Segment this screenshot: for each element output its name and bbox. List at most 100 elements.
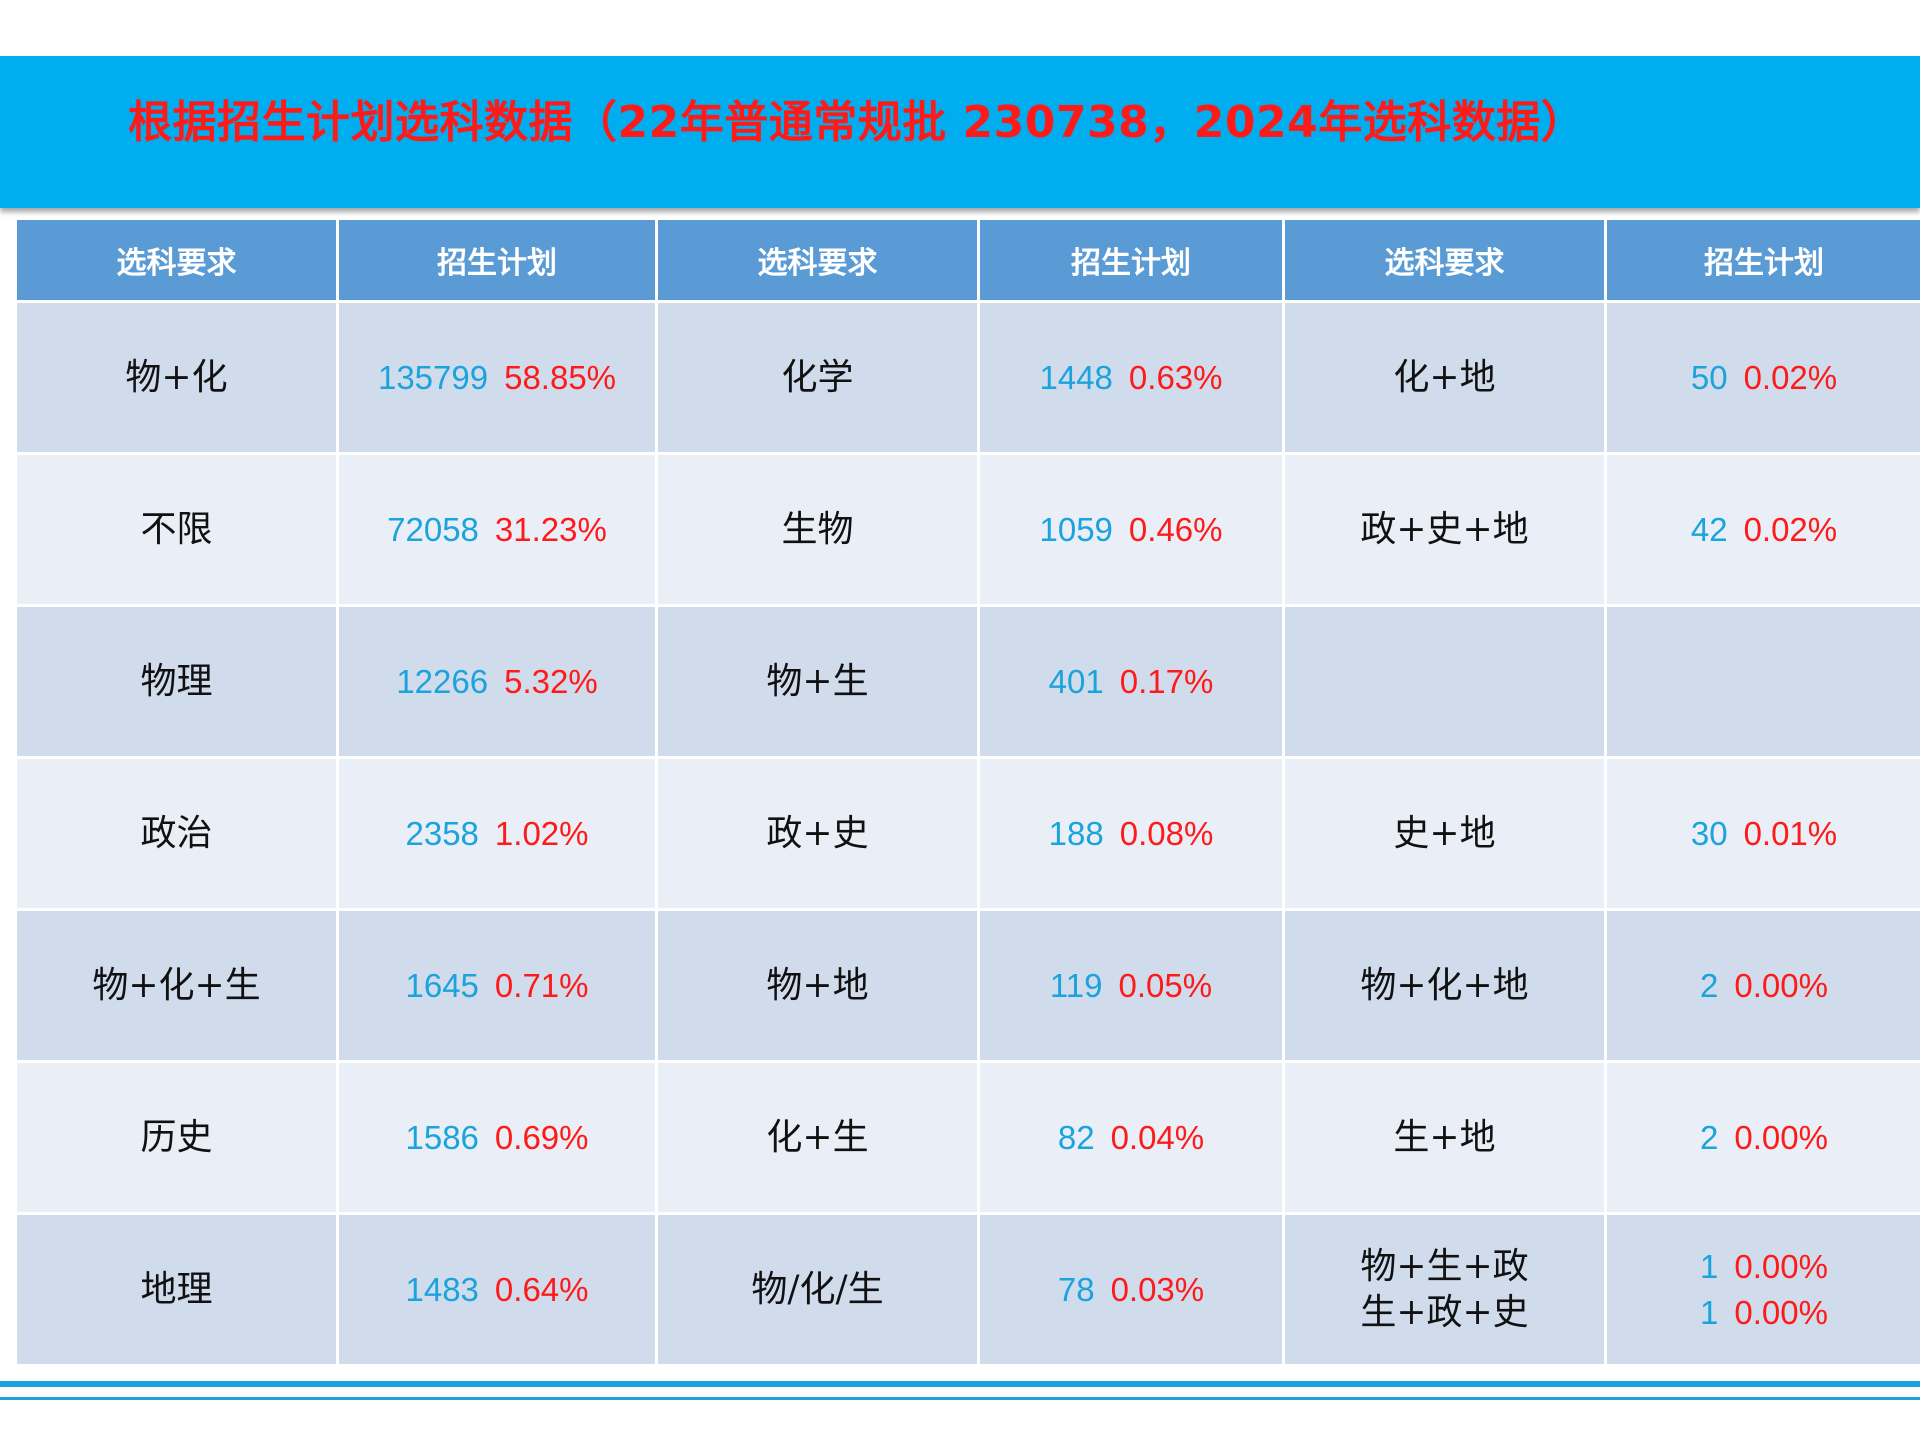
- subject-cell: 不限: [17, 455, 336, 604]
- subject-cell: 物+化+地: [1285, 911, 1604, 1060]
- plan-percent: 0.00%: [1734, 966, 1828, 1004]
- plan-percent: 0.63%: [1128, 358, 1223, 396]
- subject-label: 物/化/生: [751, 1268, 884, 1310]
- plan-percent: 0.46%: [1128, 510, 1223, 548]
- plan-cell: 1448 0.63%: [980, 303, 1282, 452]
- subject-cell: 史+地: [1285, 759, 1604, 908]
- plan-cell: 1645 0.71%: [339, 911, 655, 1060]
- subject-label: 生物: [781, 508, 854, 550]
- plan-cell: 72058 31.23%: [339, 455, 655, 604]
- subject-label: 不限: [140, 508, 213, 550]
- plan-count: 2: [1700, 966, 1719, 1004]
- table-header-row: 选科要求 招生计划 选科要求 招生计划 选科要求 招生计划: [17, 220, 1920, 300]
- plan-percent: 0.00%: [1734, 1118, 1828, 1156]
- plan-count: 188: [1048, 814, 1104, 852]
- subject-cell: 地理: [17, 1215, 336, 1364]
- plan-cell: 119 0.05%: [980, 911, 1282, 1060]
- plan-count: 50: [1690, 358, 1728, 396]
- plan-cell: 82 0.04%: [980, 1063, 1282, 1212]
- table-row: 历史 1586 0.69% 化+生 82 0.04% 生+地 2 0.00%: [17, 1063, 1920, 1212]
- subject-label: 政+史: [766, 812, 869, 854]
- subject-label: 物+化+地: [1360, 964, 1529, 1006]
- subject-cell: 化+地: [1285, 303, 1604, 452]
- plan-count: 1: [1700, 1247, 1719, 1285]
- subject-cell: 政+史+地: [1285, 455, 1604, 604]
- plan-count: 119: [1049, 966, 1103, 1004]
- subject-cell: 历史: [17, 1063, 336, 1212]
- plan-percent: 0.00%: [1734, 1247, 1828, 1285]
- plan-cell: 2 0.00%: [1607, 911, 1920, 1060]
- plan-cell: 42 0.02%: [1607, 455, 1920, 604]
- subject-label: 化+生: [766, 1116, 869, 1158]
- plan-count-second: 1: [1700, 1293, 1719, 1331]
- subject-label: 化学: [781, 356, 854, 398]
- plan-count: 2: [1700, 1118, 1719, 1156]
- header-subject-requirement: 选科要求: [658, 220, 977, 300]
- plan-count: 1448: [1039, 358, 1113, 396]
- plan-cell: 188 0.08%: [980, 759, 1282, 908]
- plan-count: 78: [1057, 1270, 1095, 1308]
- plan-percent: 0.02%: [1743, 358, 1838, 396]
- table-row: 不限 72058 31.23% 生物 1059 0.46% 政+史+地 42 0.02…: [17, 455, 1920, 604]
- plan-percent: 0.01%: [1743, 814, 1838, 852]
- plan-percent: 5.32%: [504, 662, 598, 700]
- header-enrollment-plan: 招生计划: [980, 220, 1282, 300]
- subject-label: 地理: [140, 1268, 213, 1310]
- plan-count: 1483: [405, 1270, 479, 1308]
- subject-cell: 化学: [658, 303, 977, 452]
- plan-percent: 31.23%: [494, 510, 607, 548]
- plan-percent: 0.17%: [1119, 662, 1214, 700]
- plan-count: 135799: [377, 358, 489, 396]
- plan-percent: 0.64%: [494, 1270, 589, 1308]
- table-row: 物理 12266 5.32% 物+生 401 0.17%: [17, 607, 1920, 756]
- plan-count: 82: [1057, 1118, 1095, 1156]
- plan-count: 12266: [396, 662, 489, 700]
- table-row: 政治 2358 1.02% 政+史 188 0.08% 史+地 30 0.01%: [17, 759, 1920, 908]
- plan-cell: 12266 5.32%: [339, 607, 655, 756]
- plan-count: 2358: [405, 814, 479, 852]
- bottom-rule-thin: [0, 1397, 1920, 1400]
- subject-cell: 政治: [17, 759, 336, 908]
- plan-cell: 30 0.01%: [1607, 759, 1920, 908]
- subject-label: 化+地: [1393, 356, 1496, 398]
- plan-cell: 401 0.17%: [980, 607, 1282, 756]
- subject-cell: 物+化: [17, 303, 336, 452]
- plan-cell: 2358 1.02%: [339, 759, 655, 908]
- plan-percent: 0.02%: [1743, 510, 1838, 548]
- plan-percent: 0.05%: [1118, 966, 1213, 1004]
- subject-cell: 生物: [658, 455, 977, 604]
- subject-cell: 物理: [17, 607, 336, 756]
- subject-label: 物+生: [766, 660, 869, 702]
- empty-plan-cell: [1607, 607, 1920, 756]
- plan-count: 401: [1048, 662, 1104, 700]
- empty-subject-cell: [1285, 607, 1604, 756]
- plan-count: 42: [1690, 510, 1728, 548]
- bottom-rule: [0, 1381, 1920, 1387]
- plan-cell: 2 0.00%: [1607, 1063, 1920, 1212]
- subject-label: 物+化+生: [92, 964, 261, 1006]
- header-enrollment-plan: 招生计划: [1607, 220, 1920, 300]
- subject-cell: 生+地: [1285, 1063, 1604, 1212]
- subject-label: 生+地: [1393, 1116, 1496, 1158]
- subject-cell: 物+地: [658, 911, 977, 1060]
- subject-label: 物+地: [766, 964, 869, 1006]
- subject-cell: 化+生: [658, 1063, 977, 1212]
- header-subject-requirement: 选科要求: [1285, 220, 1604, 300]
- subject-cell: 物+生: [658, 607, 977, 756]
- plan-count: 1645: [405, 966, 479, 1004]
- plan-percent: 0.08%: [1119, 814, 1214, 852]
- subject-cell: 物+生+政 生+政+史: [1285, 1215, 1604, 1364]
- plan-percent: 0.69%: [494, 1118, 589, 1156]
- plan-percent-second: 0.00%: [1734, 1293, 1828, 1331]
- subject-cell: 物+化+生: [17, 911, 336, 1060]
- subject-label: 史+地: [1393, 812, 1496, 854]
- header-enrollment-plan: 招生计划: [339, 220, 655, 300]
- subject-label: 历史: [140, 1116, 213, 1158]
- plan-cell: 1 0.00% 1 0.00%: [1607, 1215, 1920, 1364]
- subject-label-second: 生+政+史: [1360, 1291, 1529, 1333]
- plan-cell: 1059 0.46%: [980, 455, 1282, 604]
- subject-label: 物理: [140, 660, 213, 702]
- plan-cell: 78 0.03%: [980, 1215, 1282, 1364]
- subject-cell: 物/化/生: [658, 1215, 977, 1364]
- plan-cell: 135799 58.85%: [339, 303, 655, 452]
